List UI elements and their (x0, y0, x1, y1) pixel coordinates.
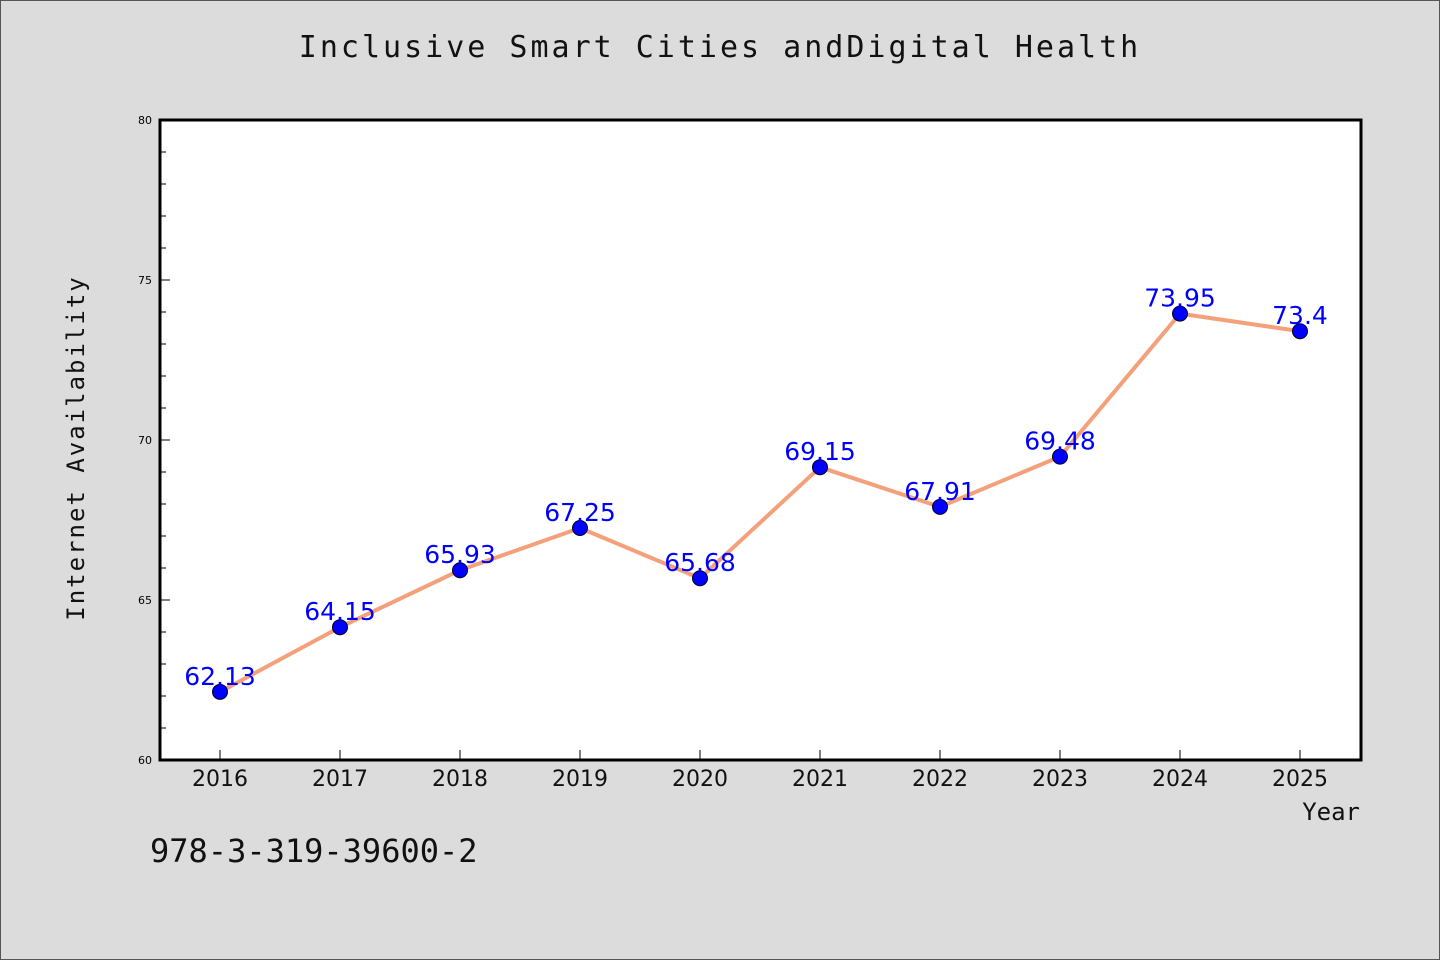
data-point (1052, 448, 1068, 465)
data-point (932, 498, 948, 515)
series-line (218, 311, 1302, 694)
data-point (812, 459, 828, 476)
y-tick-label: 80 (138, 114, 152, 127)
y-tick-label: 70 (138, 434, 152, 447)
data-label: 65.68 (664, 548, 736, 577)
x-tick-label: 2023 (1032, 767, 1088, 792)
y-tick-label: 65 (138, 594, 152, 607)
y-tick-label: 75 (138, 274, 152, 287)
y-axis-label: Internet Availability (62, 275, 90, 620)
y-tick-label: 60 (138, 754, 152, 767)
data-point (212, 683, 228, 700)
data-label: 65.93 (424, 540, 496, 569)
x-axis-label: Year (1302, 798, 1360, 826)
isbn-footer: 978-3-319-39600-2 (150, 832, 478, 870)
data-point (1292, 323, 1308, 340)
x-tick-label: 2016 (192, 767, 248, 792)
data-point (1172, 305, 1188, 322)
plot-area (158, 118, 1363, 762)
x-tick-label: 2017 (312, 767, 368, 792)
data-point (452, 562, 468, 579)
x-tick-label: 2018 (432, 767, 488, 792)
data-point (332, 619, 348, 636)
y-axis: 60 65 70 75 80 (138, 114, 170, 767)
x-axis: 2016 2017 2018 2019 2020 2021 2022 2023 2024 2025 (192, 750, 1328, 792)
x-tick-label: 2024 (1152, 767, 1208, 792)
x-tick-label: 2020 (672, 767, 728, 792)
data-label: 69.48 (1024, 427, 1096, 456)
data-label: 62.13 (184, 662, 256, 691)
x-tick-label: 2021 (792, 767, 848, 792)
data-label: 73.4 (1272, 301, 1328, 330)
x-tick-label: 2019 (552, 767, 608, 792)
x-tick-label: 2025 (1272, 767, 1328, 792)
data-label: 67.25 (544, 498, 616, 527)
x-tick-label: 2022 (912, 767, 968, 792)
data-label: 69.15 (784, 437, 856, 466)
data-series: 62.13 64.15 65.93 67.25 65.68 69.15 67.91 69.48… (184, 284, 1328, 700)
data-label: 67.91 (904, 477, 976, 506)
chart-title: Inclusive Smart Cities andDigital Health (298, 30, 1142, 65)
data-label: 73.95 (1144, 284, 1216, 313)
data-point (692, 570, 708, 587)
data-point (572, 520, 588, 536)
data-label: 64.15 (304, 597, 376, 626)
